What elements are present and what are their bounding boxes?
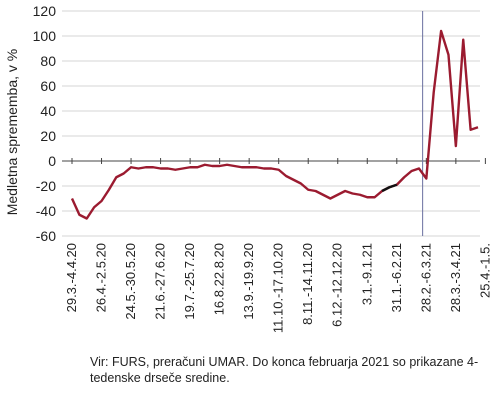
x-tick-label: 11.10.-17.10.20 bbox=[271, 243, 286, 333]
x-tick-label: 26.4.-2.5.20 bbox=[94, 243, 109, 312]
x-tick-label: 6.12.-12.12.20 bbox=[330, 243, 345, 327]
y-axis-label: Medletna sprememba, v % bbox=[4, 49, 20, 216]
y-tick-label: 100 bbox=[33, 28, 57, 44]
series-highlight-segment bbox=[381, 183, 398, 193]
x-tick-label: 25.4.-1.5. bbox=[477, 243, 490, 298]
x-tick-label: 3.1.-9.1.21 bbox=[359, 243, 374, 305]
x-tick-label: 19.7.-25.7.20 bbox=[182, 243, 197, 320]
x-tick-label: 28.2.-6.3.21 bbox=[418, 243, 433, 312]
x-tick-label: 13.9.-19.9.20 bbox=[241, 243, 256, 320]
x-tick-label: 24.5.-30.5.20 bbox=[123, 243, 138, 320]
y-tick-label: 0 bbox=[48, 153, 56, 169]
x-tick-label: 28.3.-3.4.21 bbox=[448, 243, 463, 312]
x-tick-label: 29.3.-4.4.20 bbox=[64, 243, 79, 312]
y-tick-label: 40 bbox=[40, 103, 56, 119]
x-tick-label: 16.8.22.8.20 bbox=[212, 243, 227, 315]
y-tick-label: 60 bbox=[40, 78, 56, 94]
x-axis-ticks: 29.3.-4.4.20 26.4.-2.5.20 24.5.-30.5.20 21.… bbox=[64, 158, 490, 333]
series-line bbox=[70, 29, 479, 220]
x-tick-label: 8.11.-14.11.20 bbox=[300, 243, 315, 325]
y-tick-label: 120 bbox=[33, 3, 57, 19]
x-tick-label: 31.1.-6.2.21 bbox=[389, 243, 404, 312]
y-tick-label: 80 bbox=[40, 53, 56, 69]
gridlines bbox=[62, 10, 480, 237]
y-tick-label: -60 bbox=[36, 228, 56, 244]
source-note: Vir: FURS, preračuni UMAR. Do konca febr… bbox=[90, 355, 479, 385]
x-tick-label: 21.6.-27.6.20 bbox=[153, 243, 168, 320]
y-tick-label: -40 bbox=[36, 203, 56, 219]
line-chart: 120 100 80 60 40 20 0 -20 -40 -60 29.3.-4.4.20 26.… bbox=[4, 3, 490, 333]
y-tick-label: 20 bbox=[40, 128, 56, 144]
y-axis-ticks: 120 100 80 60 40 20 0 -20 -40 -60 bbox=[33, 3, 57, 244]
y-tick-label: -20 bbox=[36, 178, 56, 194]
